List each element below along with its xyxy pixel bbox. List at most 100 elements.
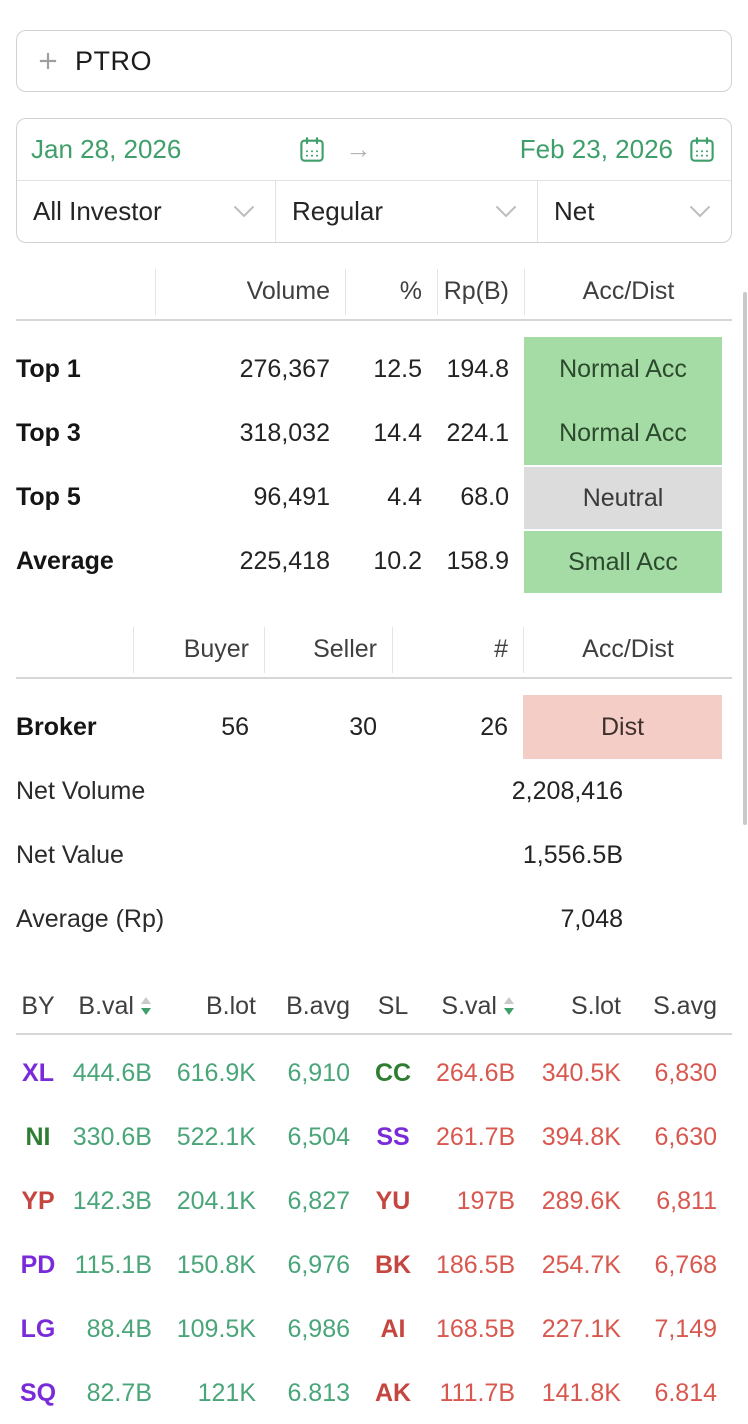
- filter-card: Jan 28, 2026 → Feb 23, 2026 All Investor: [16, 118, 732, 243]
- chevron-down-icon: [233, 205, 255, 218]
- filter-dropdowns: All Investor Regular Net: [17, 181, 731, 242]
- stat-value: 2,208,416: [511, 776, 623, 805]
- header-bval-sort[interactable]: B.val: [60, 992, 152, 1021]
- percent-value: 14.4: [373, 418, 422, 447]
- percent-value: 12.5: [373, 354, 422, 383]
- broker-table-row: SQ 82.7B 121K 6.813 AK 111.7B 141.8K 6.8…: [16, 1361, 732, 1424]
- broker-table-row: YP 142.3B 204.1K 6,827 YU 197B 289.6K 6,…: [16, 1169, 732, 1233]
- summary-table-header: Volume % Rp(B) Acc/Dist: [16, 264, 732, 321]
- investor-dropdown[interactable]: All Investor: [17, 181, 275, 242]
- net-mode-dropdown[interactable]: Net: [537, 181, 731, 242]
- sell-lot: 227.1K: [541, 1314, 621, 1343]
- broker-summary-table: Buyer Seller # Acc/Dist Broker 56 30 26 …: [16, 622, 732, 951]
- rpb-value: 194.8: [446, 354, 509, 383]
- row-label: Average: [16, 546, 114, 575]
- stat-label: Net Value: [16, 840, 124, 869]
- sell-lot: 289.6K: [541, 1186, 621, 1215]
- sell-broker-code[interactable]: SS: [376, 1122, 410, 1151]
- stat-value: 7,048: [560, 904, 623, 933]
- header-sval-label: S.val: [441, 991, 497, 1020]
- accdist-badge: Neutral: [524, 465, 722, 529]
- buy-lot: 616.9K: [176, 1058, 256, 1087]
- header-sl: SL: [377, 991, 409, 1020]
- sell-value: 111.7B: [439, 1378, 515, 1407]
- stat-row: Average (Rp) 7,048: [16, 887, 732, 951]
- summary-table: Volume % Rp(B) Acc/Dist Top 1 276,367 12…: [16, 264, 732, 593]
- buy-value: 142.3B: [72, 1186, 152, 1215]
- sell-broker-code[interactable]: BK: [374, 1250, 412, 1279]
- broker-row: Broker 56 30 26 Dist: [16, 695, 732, 759]
- header-sval-sort[interactable]: S.val: [436, 992, 515, 1021]
- sell-lot: 340.5K: [541, 1058, 621, 1087]
- stat-label: Average (Rp): [16, 904, 165, 933]
- sell-value: 264.6B: [436, 1058, 516, 1087]
- sell-avg: 6,768: [654, 1250, 717, 1279]
- buy-broker-code[interactable]: YP: [21, 1186, 55, 1215]
- buy-broker-code[interactable]: LG: [20, 1314, 56, 1343]
- net-mode-dropdown-label: Net: [554, 196, 595, 226]
- buy-value: 82.7B: [86, 1378, 152, 1407]
- rpb-value: 224.1: [446, 418, 509, 447]
- stat-label: Net Volume: [16, 776, 146, 805]
- sell-value: 186.5B: [436, 1250, 516, 1279]
- buy-avg: 6,827: [287, 1186, 350, 1215]
- sort-desc-icon: [140, 996, 152, 1016]
- market-board-dropdown[interactable]: Regular: [275, 181, 537, 242]
- header-savg[interactable]: S.avg: [653, 991, 717, 1020]
- start-date[interactable]: Jan 28, 2026: [31, 134, 182, 164]
- buy-lot: 121K: [197, 1378, 256, 1407]
- header-seller: Seller: [264, 626, 392, 673]
- header-accdist: Acc/Dist: [524, 268, 732, 315]
- sell-value: 197B: [456, 1186, 515, 1215]
- arrow-right-icon: →: [345, 134, 372, 164]
- sell-avg: 6.814: [654, 1378, 717, 1407]
- seller-count: 30: [349, 712, 377, 741]
- header-bavg[interactable]: B.avg: [286, 991, 350, 1020]
- scrollbar-thumb[interactable]: [743, 292, 747, 825]
- sell-broker-code[interactable]: YU: [375, 1186, 411, 1215]
- header-buyer: Buyer: [133, 626, 264, 673]
- sort-desc-icon: [503, 996, 515, 1016]
- ticker-search-box[interactable]: PTRO: [16, 30, 732, 92]
- buy-value: 330.6B: [72, 1122, 152, 1151]
- plus-icon: [35, 48, 61, 74]
- sell-avg: 7,149: [654, 1314, 717, 1343]
- broker-buysell-table: BY B.val B.lot B.avg SL S.val S.lot S.av…: [16, 979, 732, 1424]
- sell-lot: 254.7K: [541, 1250, 621, 1279]
- buy-lot: 522.1K: [176, 1122, 256, 1151]
- sell-broker-code[interactable]: AK: [374, 1378, 412, 1407]
- chevron-down-icon: [495, 205, 517, 218]
- row-label: Top 3: [16, 418, 81, 447]
- buy-value: 115.1B: [74, 1250, 152, 1279]
- broker-buysell-header: BY B.val B.lot B.avg SL S.val S.lot S.av…: [16, 979, 732, 1035]
- buy-avg: 6,910: [287, 1058, 350, 1087]
- buy-lot: 150.8K: [176, 1250, 256, 1279]
- rpb-value: 158.9: [446, 546, 509, 575]
- broker-summary-header: Buyer Seller # Acc/Dist: [16, 622, 732, 679]
- buy-broker-code[interactable]: SQ: [19, 1378, 57, 1407]
- buy-broker-code[interactable]: PD: [20, 1250, 56, 1279]
- buy-broker-code[interactable]: NI: [25, 1122, 51, 1151]
- sell-broker-code[interactable]: CC: [374, 1058, 412, 1087]
- buy-avg: 6.813: [287, 1378, 350, 1407]
- header-accdist: Acc/Dist: [523, 626, 732, 673]
- header-slot[interactable]: S.lot: [570, 991, 621, 1020]
- buy-broker-code[interactable]: XL: [22, 1058, 54, 1087]
- table-row: Average 225,418 10.2 158.9 Small Acc: [16, 529, 732, 593]
- calendar-icon-start[interactable]: [297, 135, 327, 165]
- calendar-icon-end[interactable]: [687, 135, 717, 165]
- header-percent: %: [345, 268, 437, 315]
- buy-value: 88.4B: [86, 1314, 152, 1343]
- percent-value: 10.2: [373, 546, 422, 575]
- accdist-badge: Normal Acc: [524, 337, 722, 401]
- stat-row: Net Volume 2,208,416: [16, 759, 732, 823]
- stat-value: 1,556.5B: [522, 840, 623, 869]
- buy-avg: 6,986: [287, 1314, 350, 1343]
- broker-table-row: NI 330.6B 522.1K 6,504 SS 261.7B 394.8K …: [16, 1105, 732, 1169]
- market-board-dropdown-label: Regular: [292, 196, 384, 226]
- end-date[interactable]: Feb 23, 2026: [519, 134, 673, 164]
- percent-value: 4.4: [387, 482, 422, 511]
- sell-broker-code[interactable]: AI: [380, 1314, 406, 1343]
- header-blot[interactable]: B.lot: [205, 991, 256, 1020]
- broker-table-row: LG 88.4B 109.5K 6,986 AI 168.5B 227.1K 7…: [16, 1297, 732, 1361]
